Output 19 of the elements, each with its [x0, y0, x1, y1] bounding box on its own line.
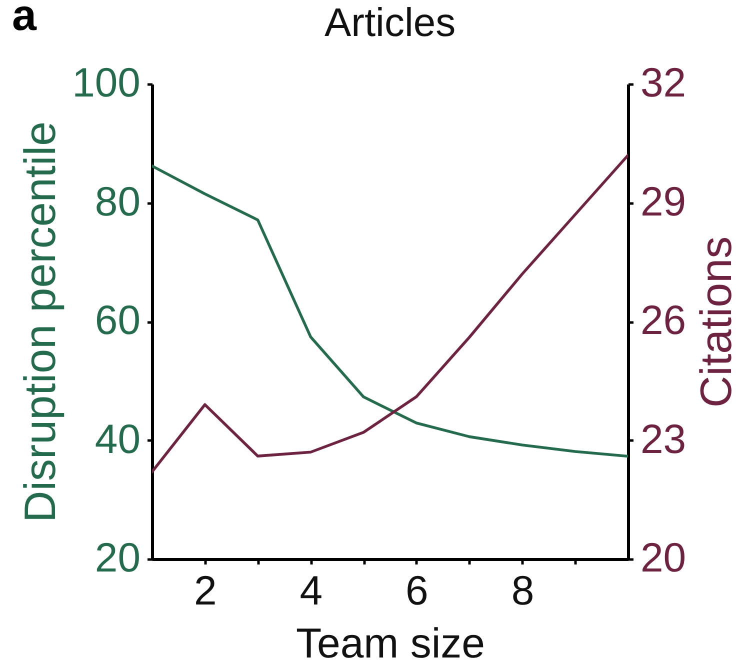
y2-axis-title: Citations: [692, 236, 742, 408]
y2-tick-label: 23: [640, 416, 686, 462]
y-tick-label: 100: [72, 60, 140, 106]
y-tick-label: 40: [94, 416, 140, 462]
y2-tick-label: 32: [640, 60, 686, 106]
y2-tick-label: 29: [640, 178, 686, 224]
x-tick-label: 2: [194, 568, 217, 614]
y-tick-label: 60: [94, 297, 140, 343]
x-axis-title: Team size: [296, 620, 486, 666]
y-tick-label: 20: [94, 534, 140, 580]
y-tick-label: 80: [94, 178, 140, 224]
x-tick-label: 6: [406, 568, 428, 614]
x-tick-label: 8: [511, 568, 534, 614]
x-tick-label: 4: [300, 568, 323, 614]
y2-tick-label: 20: [640, 534, 686, 580]
y-axis-title: Disruption percentile: [16, 121, 66, 523]
text: a: [12, 0, 37, 40]
chart-title: Articles: [324, 1, 456, 45]
y2-tick-label: 26: [640, 297, 686, 343]
